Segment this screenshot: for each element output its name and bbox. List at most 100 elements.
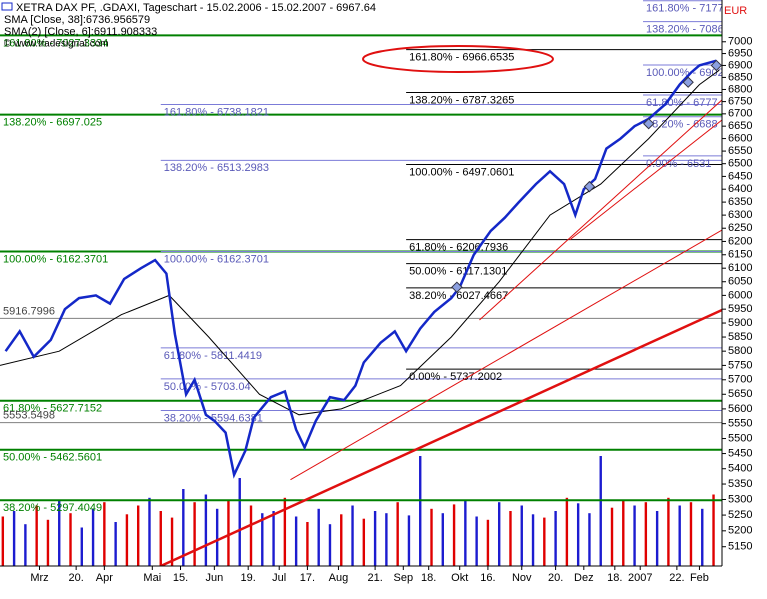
volume-bar	[159, 511, 162, 566]
volume-bar	[509, 511, 512, 566]
level-label: 138.20% - 6787.3265	[409, 94, 514, 106]
level-label: 61.80% - 6206.7936	[409, 242, 508, 254]
signal-marker	[583, 180, 596, 193]
highlight-ellipse	[362, 45, 554, 73]
signal-marker	[682, 76, 694, 88]
x-tick-label: Jun	[205, 572, 223, 584]
x-tick-label: 16.	[480, 572, 495, 584]
x-tick-label: Jul	[272, 572, 286, 584]
level-label: 161.80% - 7177	[646, 3, 724, 15]
volume-bar	[622, 500, 625, 566]
x-tick-label: 22.	[669, 572, 684, 584]
volume-bar	[24, 524, 27, 566]
volume-bar	[283, 497, 287, 566]
y-tick-label: 5750	[728, 359, 752, 371]
volume-bar	[182, 489, 185, 566]
level-label: 100.00% - 6162.3701	[164, 253, 269, 265]
x-tick-label: 15.	[173, 572, 188, 584]
y-tick-label: 6400	[728, 183, 752, 195]
x-tick-label: 18.	[607, 572, 622, 584]
x-tick-label: Mai	[143, 572, 161, 584]
level-label: 138.20% - 6513.2983	[164, 162, 269, 174]
y-tick-label: 6950	[728, 47, 752, 59]
x-tick-label: Mrz	[30, 572, 48, 584]
signal-marker	[451, 281, 463, 293]
y-tick-label: 6150	[728, 249, 752, 261]
volume-bar	[543, 517, 546, 566]
y-tick-label: 5250	[728, 509, 752, 521]
x-tick-label: 17.	[300, 572, 315, 584]
volume-bar	[531, 514, 535, 566]
volume-bar	[520, 505, 523, 566]
y-tick-label: 6350	[728, 196, 752, 208]
volume-bar	[385, 513, 388, 566]
x-tick-label: Okt	[451, 572, 468, 584]
volume-bar	[204, 494, 208, 566]
volume-bar	[576, 503, 580, 566]
x-tick-label: 20.	[69, 572, 84, 584]
volume-bar	[58, 500, 61, 566]
trend-line	[290, 229, 722, 481]
plot-area: 161.80% - 7027.3334 138.20% - 6697.025 100…	[0, 0, 724, 566]
trend-line	[569, 119, 722, 241]
y-tick-label: 5500	[728, 432, 752, 444]
volume-bar	[667, 497, 670, 566]
indicator-label: SMA(2) [Close, 6]:6911.908333	[4, 26, 157, 38]
x-tick-label: 2007	[628, 572, 652, 584]
series-icon	[1, 2, 13, 11]
y-tick-label: 6600	[728, 132, 752, 144]
volume-bar	[464, 500, 467, 566]
volume-bar	[215, 508, 219, 566]
volume-bar	[554, 511, 557, 566]
y-tick-label: 5650	[728, 388, 752, 400]
level-label: 100.00% - 6162.3701	[3, 253, 108, 265]
volume-bar	[441, 513, 444, 566]
volume-bar	[633, 505, 636, 566]
y-tick-label: 5450	[728, 447, 752, 459]
volume-bar	[193, 502, 196, 566]
volume-bar	[294, 516, 298, 566]
x-tick-label: Apr	[96, 572, 113, 584]
volume-bar	[136, 505, 140, 566]
volume-bar	[170, 517, 174, 566]
volume-bar	[91, 508, 95, 566]
volume-bar	[114, 522, 117, 566]
level-label: 38.20% - 6688	[646, 119, 718, 131]
x-tick-label: 20.	[548, 572, 563, 584]
x-tick-label: 18.	[421, 572, 436, 584]
y-tick-label: 5200	[728, 525, 752, 537]
level-label: 38.20% - 5594.6381	[164, 412, 263, 424]
level-label: 161.80% - 6738.1821	[164, 106, 269, 118]
series-line	[4, 59, 717, 479]
level-label: 100.00% - 6902	[646, 67, 724, 79]
x-tick-label: 19.	[241, 572, 256, 584]
volume-bar	[12, 511, 16, 566]
level-label: 0.00% - 5737.2002	[409, 371, 502, 383]
y-tick-label: 5800	[728, 345, 752, 357]
y-tick-label: 5950	[728, 303, 752, 315]
indicator-label: SMA [Close, 38]:6736.956579	[4, 14, 150, 26]
y-tick-label: 6250	[728, 222, 752, 234]
trend-line	[479, 99, 722, 321]
y-tick-label: 5600	[728, 403, 752, 415]
volume-bar	[396, 502, 399, 566]
y-tick-label: 5400	[728, 463, 752, 475]
level-label: 50.00% - 5462.5601	[3, 452, 102, 464]
level-label: 138.20% - 6697.025	[3, 116, 102, 128]
y-tick-label: 5850	[728, 331, 752, 343]
volume-bar	[125, 514, 129, 566]
volume-bar	[644, 502, 648, 566]
level-label: 161.80% - 7027.3334	[3, 37, 108, 49]
y-tick-label: 6100	[728, 262, 752, 274]
volume-bar	[148, 497, 151, 566]
volume-bar	[272, 511, 275, 566]
volume-bar	[362, 518, 366, 566]
x-tick-label: Feb	[690, 572, 709, 584]
volume-bar	[46, 519, 50, 566]
signal-marker	[642, 117, 655, 130]
volume-bar	[678, 505, 681, 566]
y-tick-label: 7000	[728, 36, 752, 48]
y-tick-label: 5700	[728, 374, 752, 386]
volume-bar	[1, 516, 5, 566]
